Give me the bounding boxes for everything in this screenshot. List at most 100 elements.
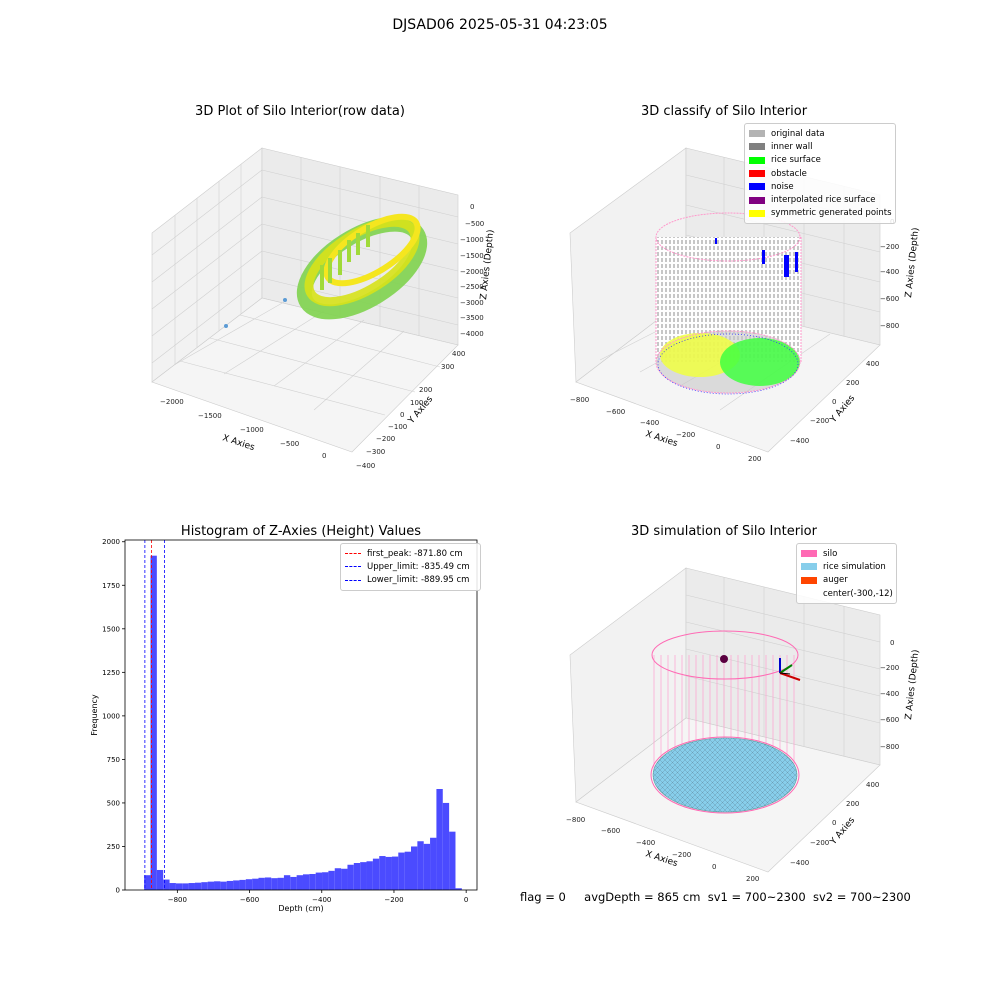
histogram-bar	[328, 870, 335, 890]
panel2-ticks: −800 −600 −400 −200 0 200 400 200 0 −200…	[570, 218, 899, 463]
histogram-bar	[315, 872, 323, 890]
svg-text:−800: −800	[566, 816, 585, 824]
histogram-bar	[258, 877, 265, 890]
y-tick-label: 750	[107, 756, 120, 764]
svg-text:−200: −200	[810, 839, 829, 847]
histogram-bar	[239, 879, 246, 890]
svg-text:200: 200	[746, 875, 759, 883]
histogram-bar	[277, 877, 284, 890]
histogram-bar	[271, 878, 278, 890]
x-tick: −1000	[240, 426, 264, 434]
x-tick: −2000	[160, 398, 184, 406]
histogram-bar	[252, 878, 259, 890]
histogram-bar	[442, 802, 450, 890]
svg-text:0: 0	[832, 819, 836, 827]
histogram-bar	[341, 868, 348, 890]
histogram-bar	[347, 864, 354, 890]
y-tick: −200	[376, 435, 395, 443]
y-tick: 0	[400, 411, 404, 419]
legend-item-center: center(-300,-12)	[823, 588, 893, 599]
z-tick: −3500	[460, 314, 484, 322]
histogram-bar	[417, 841, 424, 890]
panel1-title: 3D Plot of Silo Interior(row data)	[195, 104, 405, 119]
svg-text:−200: −200	[880, 243, 899, 251]
svg-text:−200: −200	[810, 417, 829, 425]
histogram-bar	[194, 882, 202, 890]
legend-item-interpolated: interpolated rice surface	[749, 193, 891, 206]
panel2-legend: original data inner wall rice surface ob…	[744, 123, 896, 225]
histogram-bar	[283, 875, 291, 890]
x-tick-label: 0	[464, 896, 468, 904]
histogram-bar	[290, 876, 297, 890]
histogram-bar	[455, 888, 462, 890]
y-tick-label: 2000	[102, 538, 120, 546]
legend-item-rice-surface: rice surface	[749, 154, 891, 167]
histogram-bar	[175, 883, 183, 890]
panel4-ticks: −800 −600 −400 −200 0 200 400 200 0 −200…	[566, 639, 899, 883]
z-tick: −500	[465, 220, 484, 228]
histogram-bar	[449, 831, 456, 890]
histogram-frame	[124, 539, 478, 891]
z-axis-label: Z Axies (Depth)	[904, 227, 921, 298]
histogram-bar	[188, 883, 195, 890]
panel1-3d-raw-plot: −2000 −1500 −1000 −500 0 400 300 200 100…	[151, 147, 496, 470]
histogram-bar	[296, 875, 303, 890]
svg-text:200: 200	[748, 455, 761, 463]
histogram-bar	[163, 879, 170, 890]
y-tick: −400	[356, 462, 375, 470]
flag-value: flag = 0	[520, 890, 566, 904]
svg-text:200: 200	[846, 800, 859, 808]
x-tick-label: −400	[312, 896, 331, 904]
legend-item-first-peak: first_peak: -871.80 cm	[345, 547, 476, 560]
svg-text:0: 0	[716, 443, 720, 451]
svg-text:−200: −200	[880, 664, 899, 672]
y-tick-label: 1000	[102, 712, 120, 720]
z-tick: −3000	[460, 299, 484, 307]
x-tick-label: −800	[168, 896, 187, 904]
panel2-title: 3D classify of Silo Interior	[640, 104, 808, 119]
outlier-point	[224, 324, 228, 328]
panel3-legend: first_peak: -871.80 cm Upper_limit: -835…	[340, 543, 481, 591]
x-tick: −500	[280, 440, 299, 448]
x-tick: −1500	[198, 412, 222, 420]
status-footer: flag = 0 avgDepth = 865 cm sv1 = 700~230…	[520, 890, 911, 904]
x-tick-label: −600	[240, 896, 259, 904]
legend-item-lower-limit: Lower_limit: -889.95 cm	[345, 574, 476, 587]
panel2-3d-classify-plot: −800 −600 −400 −200 0 200 400 200 0 −200…	[569, 147, 921, 463]
panel4-3d-simulation-plot: −800 −600 −400 −200 0 200 400 200 0 −200…	[566, 567, 921, 883]
x-tick: 0	[322, 452, 326, 460]
legend-item-noise: noise	[749, 180, 891, 193]
y-tick: 100	[410, 399, 423, 407]
svg-text:−200: −200	[672, 851, 691, 859]
svg-text:−400: −400	[790, 437, 809, 445]
y-tick-label: 250	[107, 843, 120, 851]
histogram-bar	[245, 879, 253, 890]
histogram-bar	[423, 843, 431, 890]
svg-text:400: 400	[866, 360, 879, 368]
svg-text:−400: −400	[880, 268, 899, 276]
z-tick: −2000	[460, 268, 484, 276]
legend-item-silo: silo	[801, 547, 892, 560]
panel2-silo-wireframe	[655, 212, 802, 395]
histogram-bar	[398, 852, 405, 890]
histogram-bar	[207, 881, 215, 890]
legend-item-symmetric: symmetric generated points	[749, 207, 892, 220]
histogram-bar	[334, 868, 342, 890]
histogram-bar	[226, 880, 234, 890]
svg-text:−600: −600	[601, 827, 620, 835]
legend-item-original-data: original data	[749, 127, 891, 140]
svg-text:0: 0	[890, 639, 894, 647]
legend-item-rice-simulation: rice simulation	[801, 560, 892, 573]
svg-text:−800: −800	[570, 396, 589, 404]
histogram-bar	[264, 877, 272, 890]
svg-text:−400: −400	[636, 839, 655, 847]
y-tick-label: 500	[107, 799, 120, 807]
sv1-value: sv1 = 700~2300	[707, 890, 806, 904]
svg-text:−400: −400	[880, 690, 899, 698]
y-tick-label: 0	[116, 887, 120, 895]
histogram-bar	[366, 861, 373, 890]
histogram-bar	[214, 881, 221, 890]
svg-text:−400: −400	[790, 859, 809, 867]
histogram-bar	[302, 874, 310, 890]
legend-item-upper-limit: Upper_limit: -835.49 cm	[345, 560, 476, 573]
